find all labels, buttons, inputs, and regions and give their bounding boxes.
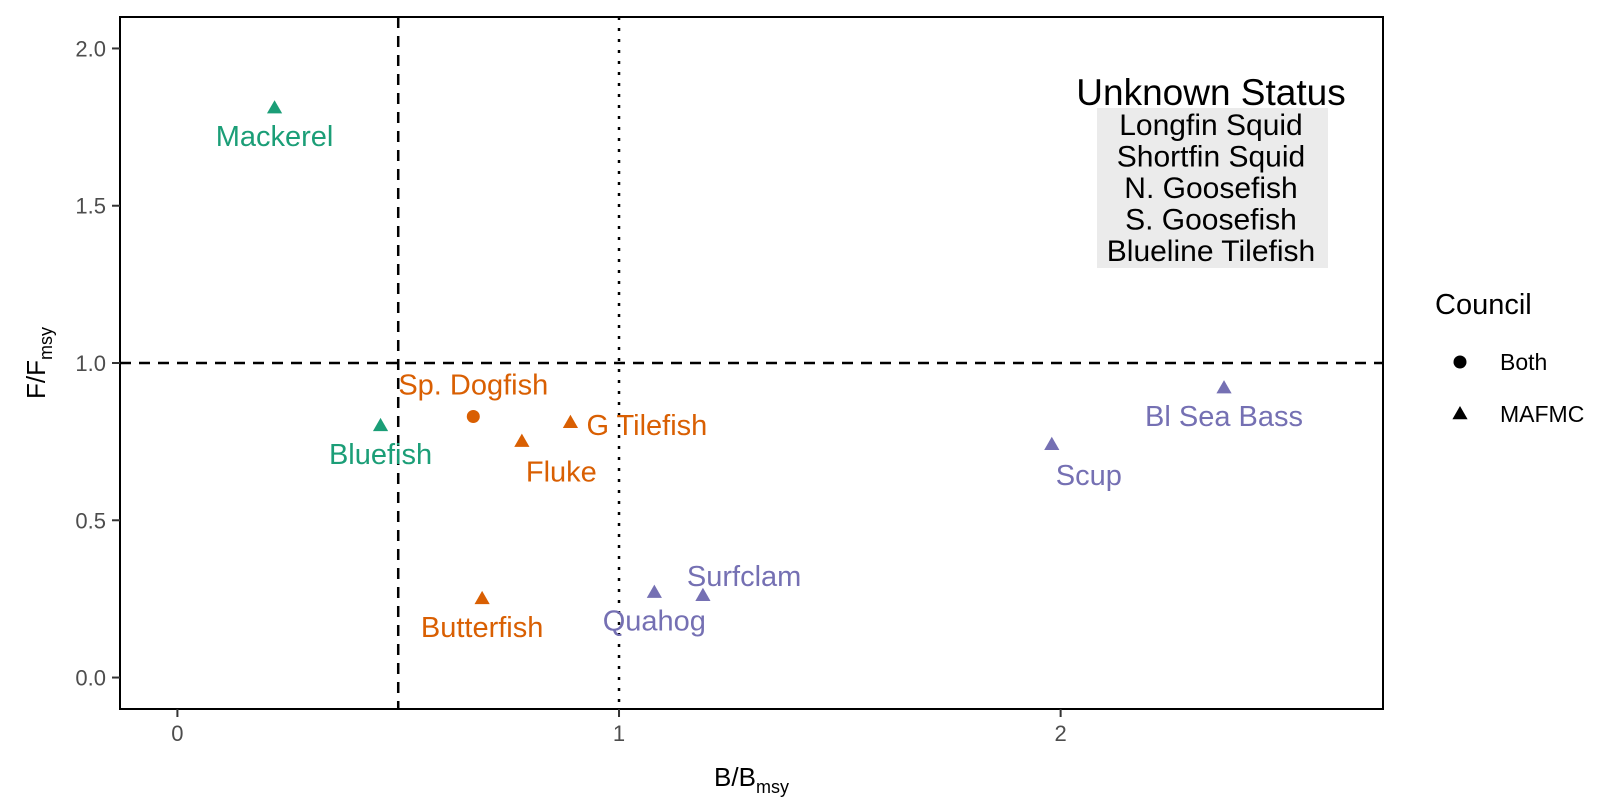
axes: 0 1 2 0.0 0.5 1.0 1.5 2.0 B/Bmsy F/Fmsy bbox=[21, 36, 1067, 797]
unknown-status-box bbox=[1097, 108, 1328, 268]
label-bluefish: Bluefish bbox=[329, 439, 432, 471]
unknown-status-item: Shortfin Squid bbox=[1117, 141, 1305, 174]
legend-key-circle bbox=[1453, 355, 1467, 369]
label-surfclam: Surfclam bbox=[687, 561, 801, 593]
point-surfclam bbox=[695, 587, 711, 601]
y-tick-label: 0.5 bbox=[75, 508, 106, 533]
unknown-status-item: Longfin Squid bbox=[1119, 109, 1303, 142]
x-tick-label: 0 bbox=[171, 721, 183, 746]
legend-key-triangle bbox=[1452, 406, 1468, 420]
y-tick-label: 1.0 bbox=[75, 351, 106, 376]
label-butterfish: Butterfish bbox=[421, 612, 544, 644]
label-g-tilefish: G Tilefish bbox=[586, 410, 707, 442]
point-scup bbox=[1044, 436, 1060, 450]
legend-title: Council bbox=[1435, 289, 1532, 321]
label-sp-dogfish: Sp. Dogfish bbox=[398, 369, 548, 401]
label-mackerel: Mackerel bbox=[216, 121, 334, 153]
point-quahog bbox=[646, 584, 662, 598]
point-fluke bbox=[514, 433, 530, 447]
unknown-status-title: Unknown Status bbox=[1076, 72, 1345, 113]
point-bluefish bbox=[372, 417, 389, 432]
legend: Council Both MAFMC bbox=[1435, 289, 1584, 427]
point-sp-dogfish bbox=[466, 409, 480, 423]
point-g-tilefish bbox=[562, 414, 579, 428]
label-scup: Scup bbox=[1056, 460, 1122, 492]
point-butterfish bbox=[474, 590, 490, 605]
x-tick-label: 1 bbox=[613, 721, 625, 746]
unknown-status-item: N. Goosefish bbox=[1124, 172, 1297, 205]
y-tick-label: 0.0 bbox=[75, 666, 106, 691]
legend-label: MAFMC bbox=[1500, 401, 1584, 427]
x-axis-title: B/Bmsy bbox=[714, 762, 789, 797]
data-points: Mackerel Bluefish Sp. Dogfish Fluke G Tilefi… bbox=[216, 100, 1303, 644]
label-fluke: Fluke bbox=[526, 457, 597, 489]
point-bl-sea-bass bbox=[1216, 380, 1232, 394]
label-quahog: Quahog bbox=[603, 606, 706, 638]
legend-label: Both bbox=[1500, 349, 1547, 375]
point-mackerel bbox=[266, 100, 283, 114]
y-tick-label: 2.0 bbox=[75, 36, 106, 61]
y-axis-title: F/Fmsy bbox=[21, 327, 56, 399]
unknown-status-item: Blueline Tilefish bbox=[1107, 235, 1315, 268]
unknown-status-item: S. Goosefish bbox=[1125, 204, 1297, 237]
x-tick-label: 2 bbox=[1055, 721, 1067, 746]
y-tick-label: 1.5 bbox=[75, 194, 106, 219]
label-bl-sea-bass: Bl Sea Bass bbox=[1145, 401, 1303, 433]
